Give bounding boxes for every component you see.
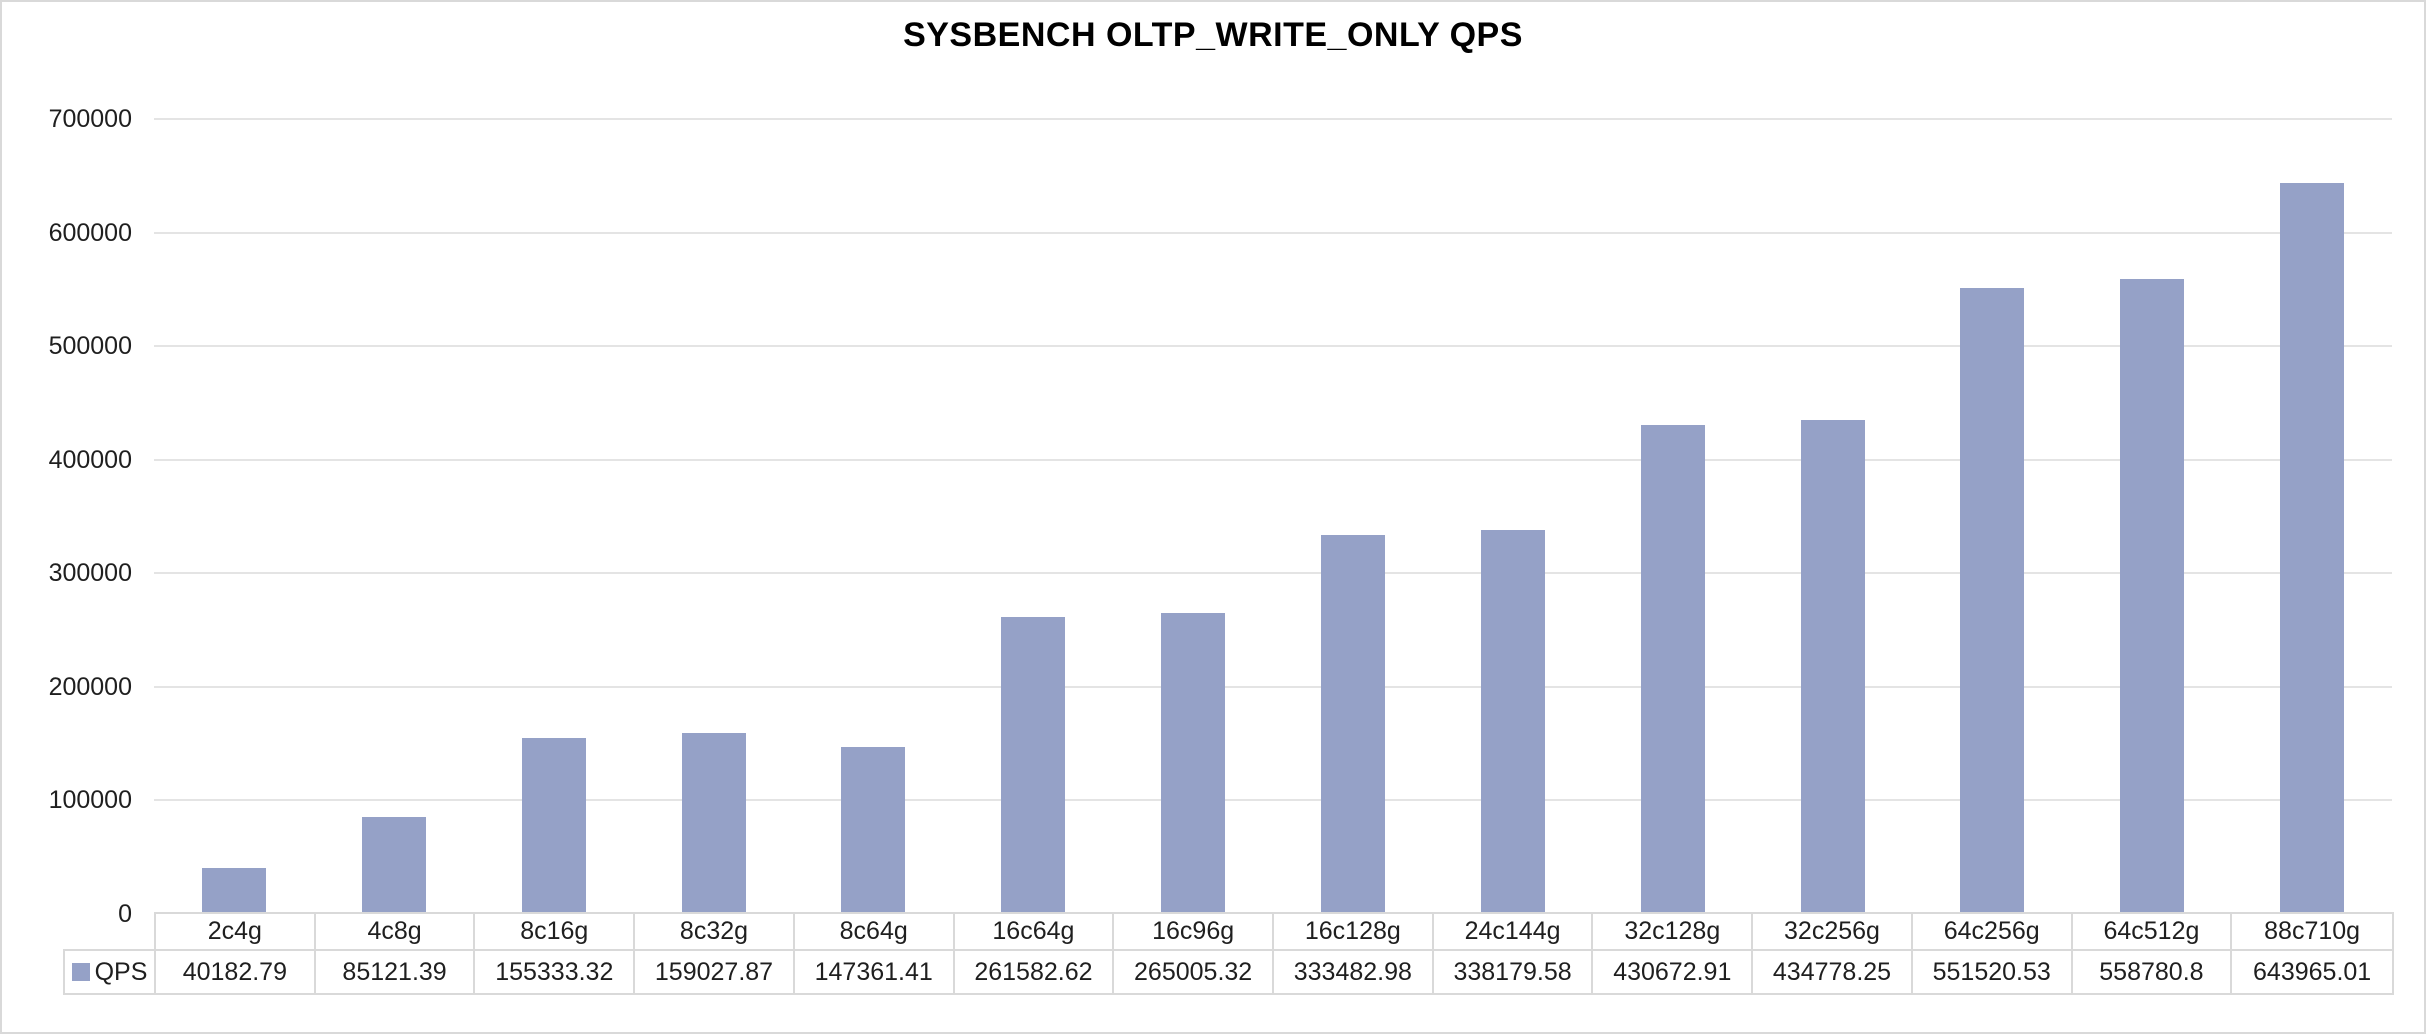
- value-cell: 159027.87: [635, 951, 795, 993]
- y-axis: 0 100000 200000 300000 400000 500000 600000 700…: [2, 105, 132, 928]
- bar: [681, 733, 746, 914]
- category-label: 8c16g: [475, 914, 636, 949]
- bar: [1001, 616, 1066, 914]
- category-label: 2c4g: [156, 914, 316, 949]
- category-label: 16c96g: [1114, 914, 1274, 949]
- data-table: 2c4g 4c8g 8c16g 8c32g 8c64g 16c64g 16c96g 16c12…: [63, 912, 2394, 995]
- bar: [841, 746, 906, 914]
- bar: [1320, 535, 1385, 914]
- gridline: [154, 685, 2392, 688]
- gridline: [154, 458, 2392, 461]
- gridline: [154, 572, 2392, 575]
- value-cell: 551520.53: [1913, 951, 2073, 993]
- value-cell: 85121.39: [316, 951, 476, 993]
- category-label: 32c256g: [1753, 914, 1913, 949]
- value-cell: 147361.41: [795, 951, 955, 993]
- category-label: 16c64g: [955, 914, 1115, 949]
- category-row: 2c4g 4c8g 8c16g 8c32g 8c64g 16c64g 16c96g 16c12…: [154, 912, 2394, 951]
- legend-series-label: QPS: [94, 957, 148, 986]
- gridline: [154, 345, 2392, 348]
- legend-cell: QPS: [65, 951, 156, 993]
- value-cell: 265005.32: [1114, 951, 1274, 993]
- bar: [2120, 279, 2185, 914]
- bar: [1800, 420, 1865, 914]
- bar: [1480, 529, 1545, 914]
- bar: [1960, 287, 2025, 914]
- value-cell: 333482.98: [1274, 951, 1434, 993]
- category-label: 64c512g: [2073, 914, 2233, 949]
- y-axis-tick-label: 600000: [48, 218, 132, 247]
- y-axis-tick-label: 0: [118, 900, 132, 928]
- value-cell: 643965.01: [2253, 957, 2372, 986]
- y-axis-tick-label: 100000: [48, 786, 132, 815]
- value-cell: 261582.62: [955, 951, 1115, 993]
- category-label: 32c128g: [1593, 914, 1754, 949]
- category-label: 24c144g: [1434, 914, 1594, 949]
- bar: [2280, 182, 2345, 914]
- gridline: [154, 118, 2392, 120]
- gridline: [154, 799, 2392, 802]
- value-cell: 558780.8: [2073, 951, 2233, 993]
- category-label: 8c64g: [795, 914, 955, 949]
- bar: [361, 817, 426, 914]
- y-axis-tick-label: 400000: [48, 445, 132, 474]
- y-axis-tick-label: 700000: [48, 105, 132, 133]
- y-axis-tick-label: 300000: [48, 559, 132, 588]
- gridline: [154, 231, 2392, 234]
- category-label: 64c256g: [1913, 914, 2073, 949]
- legend-swatch-icon: [71, 963, 90, 981]
- category-label: 8c32g: [635, 914, 795, 949]
- value-cell: 338179.58: [1434, 951, 1594, 993]
- bar: [1640, 424, 1705, 914]
- chart-title: SYSBENCH OLTP_WRITE_ONLY QPS: [903, 16, 1523, 54]
- bar: [201, 868, 266, 914]
- bar: [521, 737, 586, 914]
- value-cell: 434778.25: [1753, 951, 1913, 993]
- value-row: QPS 40182.79 85121.39 155333.32 159027.87 14…: [63, 949, 2394, 995]
- value-cell: 430672.91: [1593, 951, 1754, 993]
- value-cell: 40182.79: [156, 951, 316, 993]
- y-axis-tick-label: 500000: [48, 332, 132, 361]
- category-label: 16c128g: [1274, 914, 1434, 949]
- bar: [1161, 613, 1226, 914]
- category-label: 88c710g: [2264, 917, 2361, 945]
- y-axis-tick-label: 200000: [48, 672, 132, 701]
- value-cell: 155333.32: [475, 951, 636, 993]
- category-label: 4c8g: [316, 914, 476, 949]
- plot-area: [154, 118, 2392, 914]
